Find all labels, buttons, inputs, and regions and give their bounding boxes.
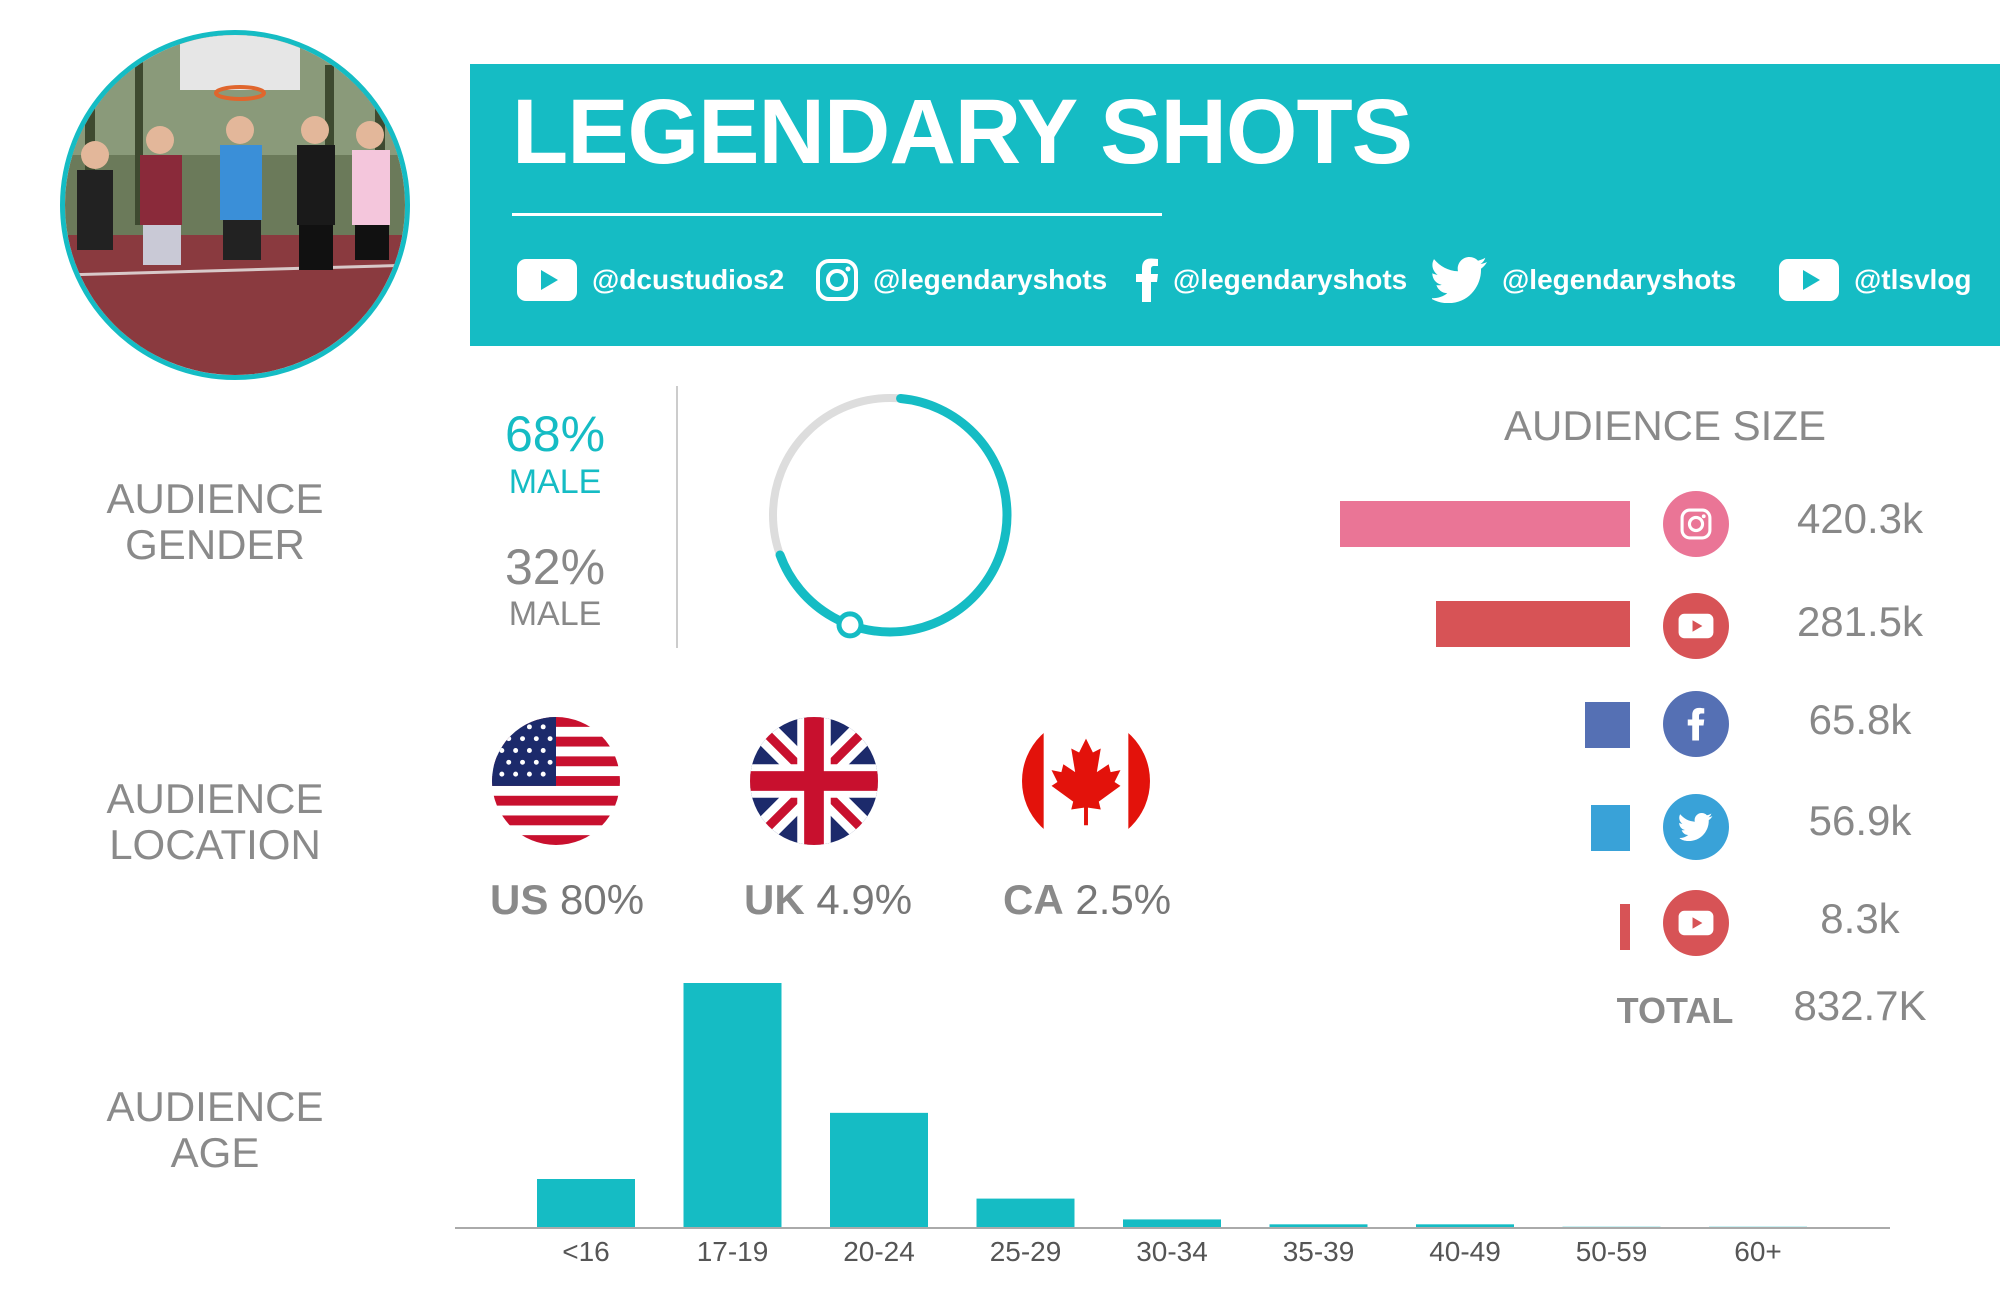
gender-primary-label: MALE xyxy=(508,463,602,501)
youtube-icon xyxy=(1663,890,1729,956)
gender-primary-pct: 68% xyxy=(504,406,606,462)
handle-youtube-1[interactable]: @dcustudios2 xyxy=(516,256,784,304)
section-label-line: AUDIENCE xyxy=(106,775,324,822)
instagram-icon xyxy=(1663,491,1729,557)
facebook-icon xyxy=(1136,258,1158,302)
handle-youtube-2[interactable]: @tlsvlog xyxy=(1778,256,1972,304)
country-pct: 80% xyxy=(560,876,645,923)
age-tick-label: 35-39 xyxy=(1283,1236,1355,1267)
section-label-line: AUDIENCE xyxy=(106,475,324,522)
handle-label: @legendaryshots xyxy=(1173,264,1408,295)
age-tick-label: 30-34 xyxy=(1136,1236,1208,1267)
section-label-line: GENDER xyxy=(125,521,305,568)
facebook-icon xyxy=(1663,691,1729,757)
section-label-gender: AUDIENCE GENDER xyxy=(60,476,370,568)
size-value-facebook: 65.8k xyxy=(1808,696,1912,743)
size-value-youtube: 281.5k xyxy=(1796,598,1924,645)
youtube-icon xyxy=(1779,259,1839,301)
age-tick-label: 25-29 xyxy=(990,1236,1062,1267)
youtube-icon xyxy=(1663,593,1729,659)
size-bar-youtube xyxy=(1435,601,1630,647)
age-tick-label: 17-19 xyxy=(697,1236,769,1267)
country-code: UK xyxy=(744,876,805,923)
size-bar-twitter xyxy=(1590,805,1630,851)
uk-flag-icon xyxy=(750,717,878,845)
age-bar-40-49 xyxy=(1416,1224,1514,1228)
handle-twitter[interactable]: @legendaryshots xyxy=(1432,256,1736,304)
country-code: CA xyxy=(1003,876,1064,923)
age-bar-30-34 xyxy=(1123,1219,1221,1228)
gender-ring-arc xyxy=(775,393,1012,637)
avatar xyxy=(60,30,410,380)
age-tick-label: <16 xyxy=(562,1236,610,1267)
gender-secondary-label: MALE xyxy=(508,595,602,633)
handle-label: @legendaryshots xyxy=(873,264,1108,295)
handle-label: @tlsvlog xyxy=(1854,264,1972,295)
age-bar-chart: <16 17-19 20-24 25-29 30-34 35-39 40-49 50-59 60… xyxy=(455,983,1890,1267)
size-bar-instagram xyxy=(1340,501,1630,547)
audience-size-title: AUDIENCE SIZE xyxy=(1503,402,1827,449)
age-tick-label: 40-49 xyxy=(1429,1236,1501,1267)
twitter-icon xyxy=(1432,257,1487,303)
section-label-age: AUDIENCE AGE xyxy=(60,1084,370,1176)
handle-label: @dcustudios2 xyxy=(592,264,785,295)
youtube-icon xyxy=(517,259,577,301)
age-tick-label: 60+ xyxy=(1734,1236,1782,1267)
gender-secondary-pct: 32% xyxy=(504,539,606,595)
handle-instagram[interactable]: @legendaryshots xyxy=(815,256,1107,304)
age-bar-<16 xyxy=(537,1179,635,1228)
size-bar-youtube-2 xyxy=(1620,904,1630,950)
country-code: US xyxy=(490,876,549,923)
age-bar-17-19 xyxy=(683,983,782,1228)
gender-donut-chart xyxy=(769,393,1012,639)
handle-facebook[interactable]: @legendaryshots xyxy=(1135,256,1407,304)
page-title: LEGENDARY SHOTS xyxy=(512,81,1413,183)
country-ca: CA 2.5% xyxy=(1003,876,1171,924)
country-pct: 4.9% xyxy=(816,876,913,923)
age-bar-25-29 xyxy=(976,1198,1075,1228)
us-flag-icon xyxy=(492,717,620,845)
title-underline xyxy=(512,213,1162,216)
ca-flag-icon xyxy=(1022,717,1150,845)
section-label-line: LOCATION xyxy=(109,821,321,868)
twitter-icon xyxy=(1663,794,1729,860)
age-tick-label: 20-24 xyxy=(843,1236,915,1267)
age-tick-label: 50-59 xyxy=(1576,1236,1648,1267)
section-label-line: AUDIENCE xyxy=(106,1083,324,1130)
country-us: US 80% xyxy=(490,876,644,924)
size-value-instagram: 420.3k xyxy=(1796,495,1924,542)
header-banner xyxy=(470,64,2000,346)
size-value-youtube-2: 8.3k xyxy=(1820,895,1900,942)
handle-label: @legendaryshots xyxy=(1502,264,1737,295)
country-uk: UK 4.9% xyxy=(744,876,912,924)
section-label-location: AUDIENCE LOCATION xyxy=(60,776,370,868)
size-value-twitter: 56.9k xyxy=(1808,797,1912,844)
country-pct: 2.5% xyxy=(1075,876,1172,923)
gender-divider xyxy=(676,386,678,648)
age-bar-35-39 xyxy=(1269,1224,1368,1228)
total-label: TOTAL xyxy=(1616,990,1734,1031)
size-bar-facebook xyxy=(1584,702,1630,748)
instagram-icon xyxy=(816,259,858,301)
age-bar-20-24 xyxy=(830,1112,928,1228)
gender-ring-knob xyxy=(836,611,864,639)
section-label-line: AGE xyxy=(170,1129,260,1176)
total-value: 832.7K xyxy=(1793,982,1927,1029)
